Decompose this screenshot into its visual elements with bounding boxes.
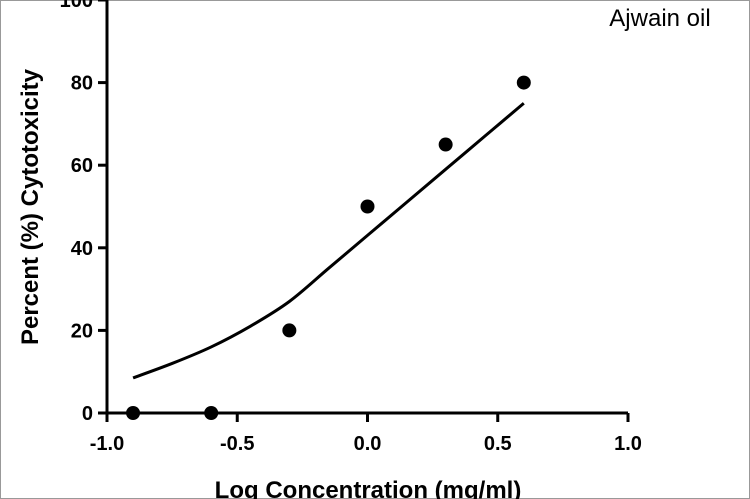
x-tick-label: 0.0	[354, 433, 382, 455]
x-tick-label: 0.5	[484, 433, 512, 455]
y-tick-label: 0	[82, 403, 93, 425]
data-point	[204, 406, 219, 420]
data-point	[126, 406, 141, 420]
chart-title: Ajwain oil	[609, 5, 710, 32]
data-point	[438, 137, 453, 152]
x-tick-label: -0.5	[220, 433, 254, 455]
y-axis-title: Percent (%) Cytotoxicity	[17, 68, 44, 345]
fit-curve	[132, 102, 525, 380]
y-tick-label: 40	[71, 238, 93, 260]
data-point	[282, 323, 297, 338]
x-axis-title: Log Concentration (mg/ml)	[215, 477, 522, 499]
y-tick-label: 100	[60, 0, 93, 12]
x-tick-label: -1.0	[90, 433, 124, 455]
x-tick-label: 1.0	[614, 433, 642, 455]
y-tick-label: 60	[71, 155, 93, 177]
data-point	[360, 199, 375, 214]
data-point	[516, 75, 531, 90]
y-tick-label: 80	[71, 73, 93, 95]
y-tick-label: 20	[71, 320, 93, 342]
